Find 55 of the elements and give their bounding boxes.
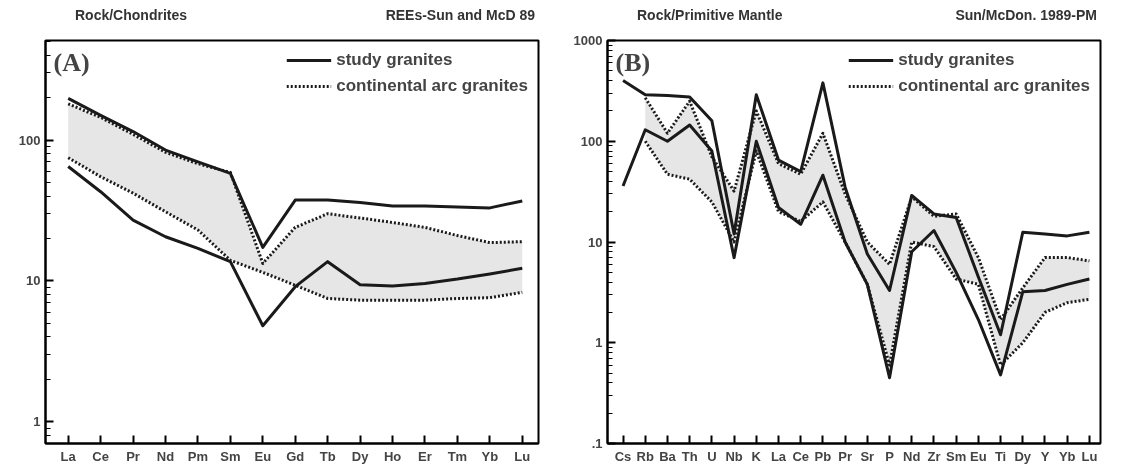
x-tick-label: Tb xyxy=(319,448,336,464)
x-tick-label: Nb xyxy=(725,448,743,464)
annotation: (A) xyxy=(53,47,90,77)
x-tick-label: La xyxy=(60,448,77,464)
y-tick-label: 100 xyxy=(580,133,603,149)
x-tick-label: Pr xyxy=(838,448,852,464)
x-tick-label: Ti xyxy=(994,448,1007,464)
y-tick-label: .1 xyxy=(591,436,603,451)
x-tick-label: U xyxy=(707,448,717,464)
x-tick-label: Ba xyxy=(659,448,677,464)
y-tick-label: 1 xyxy=(33,414,41,430)
chart-subtitle: REEs-Sun and McD 89 xyxy=(385,6,535,25)
chart-title: Rock/Primitive Mantle xyxy=(637,6,783,25)
x-tick-label: Rb xyxy=(636,448,654,464)
x-tick-label: Zr xyxy=(927,448,941,464)
x-tick-label: K xyxy=(751,448,762,464)
y-tick-label: 10 xyxy=(588,234,603,250)
x-tick-label: P xyxy=(885,448,895,464)
x-tick-label: Cs xyxy=(614,448,632,464)
x-tick-label: Gd xyxy=(286,448,305,464)
x-tick-label: Yb xyxy=(1058,448,1076,464)
x-tick-label: Pr xyxy=(126,448,140,464)
y-tick-label: 1000 xyxy=(573,33,603,48)
x-tick-label: Ce xyxy=(792,448,810,464)
chart-title: Rock/Chondrites xyxy=(75,6,188,25)
x-tick-label: Eu xyxy=(254,448,272,464)
legend-label: study granites xyxy=(336,50,453,70)
x-tick-label: Lu xyxy=(514,448,531,464)
x-tick-label: Sr xyxy=(860,448,875,464)
x-tick-label: Y xyxy=(1040,448,1050,464)
x-tick-label: La xyxy=(770,448,787,464)
x-tick-label: Th xyxy=(681,448,698,464)
x-tick-label: Pm xyxy=(187,448,209,464)
x-tick-label: Pb xyxy=(814,448,832,464)
x-tick-label: Dy xyxy=(1014,448,1032,464)
x-tick-label: Ho xyxy=(383,448,402,464)
legend-label: study granites xyxy=(898,50,1015,70)
annotation: (B) xyxy=(615,47,651,77)
legend-label: continental arc granites xyxy=(898,76,1090,96)
x-tick-label: Lu xyxy=(1081,448,1098,464)
x-tick-label: Sm xyxy=(946,448,967,464)
x-tick-label: Er xyxy=(418,448,432,464)
chart-subtitle: Sun/McDon. 1989-PM xyxy=(955,6,1097,25)
x-tick-label: Nd xyxy=(903,448,921,464)
x-tick-label: Eu xyxy=(970,448,987,464)
x-tick-label: Ce xyxy=(92,448,109,464)
x-tick-label: Dy xyxy=(351,448,370,464)
y-tick-label: 10 xyxy=(26,273,41,289)
x-tick-label: Sm xyxy=(220,448,241,464)
x-tick-label: Nd xyxy=(156,448,175,464)
x-tick-label: Tm xyxy=(447,448,468,464)
legend-label: continental arc granites xyxy=(336,76,528,96)
y-tick-label: 1 xyxy=(595,335,603,351)
x-tick-label: Yb xyxy=(481,448,499,464)
y-tick-label: 100 xyxy=(18,132,41,148)
